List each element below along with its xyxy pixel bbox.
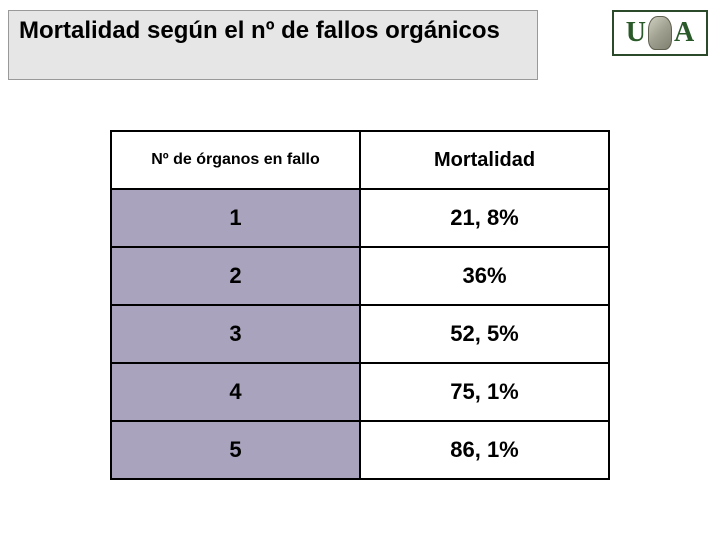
cell-organs: 5: [111, 421, 360, 479]
cell-organs: 2: [111, 247, 360, 305]
logo-ua: U A: [612, 10, 708, 56]
table-row: 4 75, 1%: [111, 363, 609, 421]
table-row: 5 86, 1%: [111, 421, 609, 479]
mortality-table: Nº de órganos en fallo Mortalidad 1 21, …: [110, 130, 610, 480]
cell-mortality: 36%: [360, 247, 609, 305]
table-row: 3 52, 5%: [111, 305, 609, 363]
logo-letter-u: U: [626, 17, 646, 49]
logo-inner: U A: [626, 16, 694, 50]
cell-organs: 1: [111, 189, 360, 247]
table-row: 1 21, 8%: [111, 189, 609, 247]
leaf-icon: [648, 16, 672, 50]
cell-mortality: 52, 5%: [360, 305, 609, 363]
mortality-table-container: Nº de órganos en fallo Mortalidad 1 21, …: [110, 130, 610, 480]
table-row: 2 36%: [111, 247, 609, 305]
cell-mortality: 21, 8%: [360, 189, 609, 247]
page-title: Mortalidad según el nº de fallos orgánic…: [19, 17, 500, 46]
logo-letter-a: A: [674, 17, 694, 49]
title-bar: Mortalidad según el nº de fallos orgánic…: [8, 10, 538, 80]
column-header-mortality: Mortalidad: [360, 131, 609, 189]
cell-mortality: 75, 1%: [360, 363, 609, 421]
cell-organs: 3: [111, 305, 360, 363]
cell-organs: 4: [111, 363, 360, 421]
column-header-organs: Nº de órganos en fallo: [111, 131, 360, 189]
table-header-row: Nº de órganos en fallo Mortalidad: [111, 131, 609, 189]
cell-mortality: 86, 1%: [360, 421, 609, 479]
